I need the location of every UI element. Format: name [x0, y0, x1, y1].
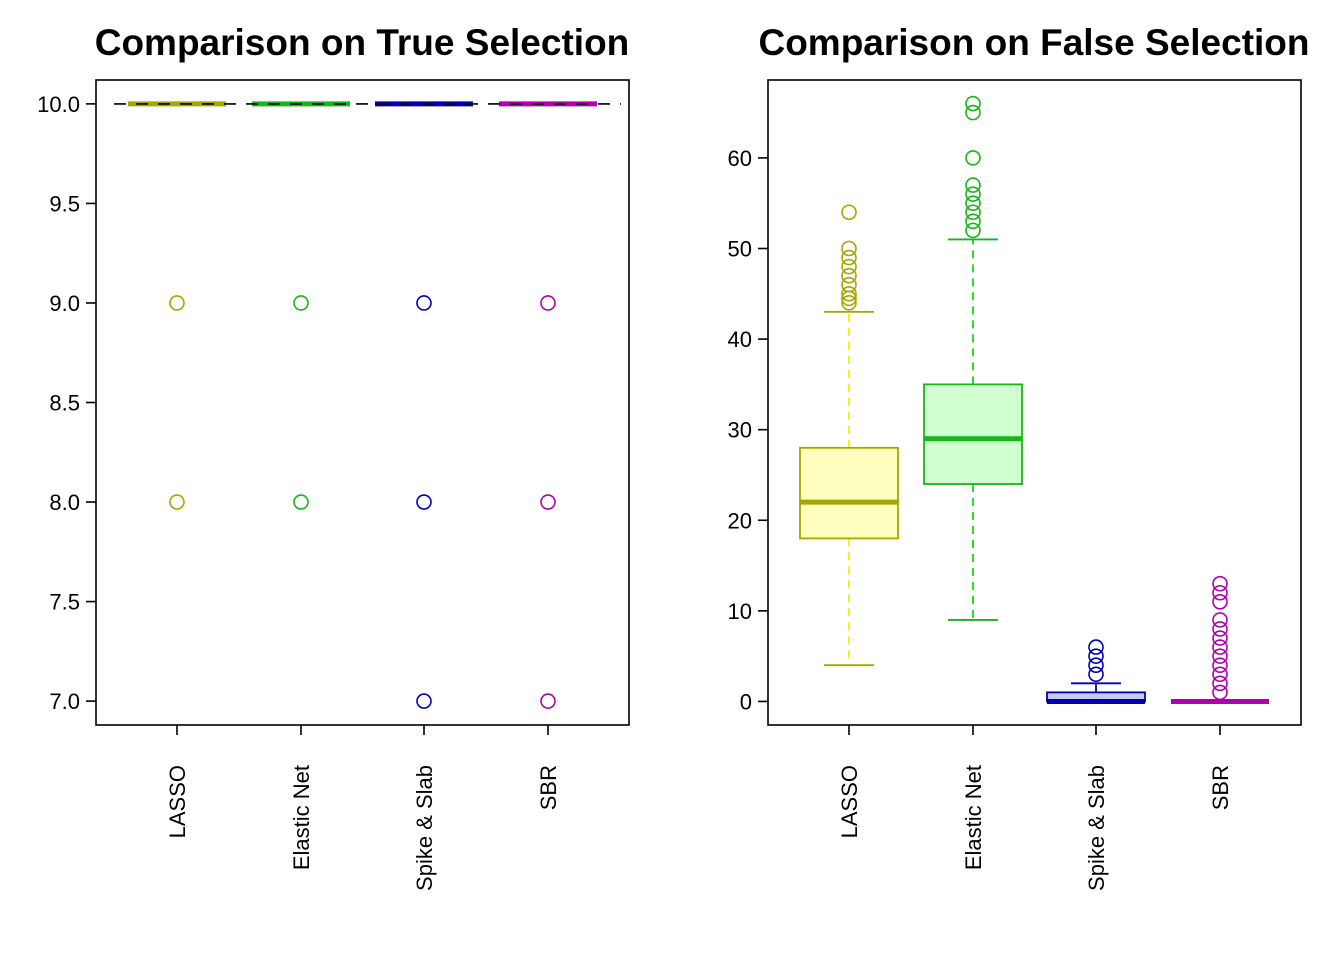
outlier-point [965, 186, 981, 202]
outlier-point [293, 494, 309, 510]
y-tick-label: 8.5 [49, 391, 80, 416]
outlier-point [169, 494, 185, 510]
y-tick-label: 10 [728, 599, 752, 624]
outlier-point [540, 494, 556, 510]
outlier-point [416, 295, 432, 311]
outlier-point [1212, 684, 1228, 701]
y-tick-label: 60 [728, 146, 752, 171]
box-lasso [799, 204, 899, 667]
y-tick-label: 40 [728, 327, 752, 352]
outlier-point [1088, 666, 1104, 683]
outlier-point [540, 295, 556, 311]
outlier-point [1212, 657, 1228, 674]
outlier-point [293, 295, 309, 311]
panel-false-selection: 0 10 20 30 40 50 60 LASSO Elastic Net Spike & Sla… [728, 79, 1302, 891]
outlier-point [169, 295, 185, 311]
y-tick-label: 7.0 [49, 689, 80, 714]
panel-true-selection: 7.0 7.5 8.0 8.5 9.0 9.5 10.0 LASSO Elastic Net Sp… [37, 79, 630, 891]
y-tick-label: 7.5 [49, 590, 80, 615]
outlier-point [1212, 639, 1228, 655]
box-sbr [1171, 575, 1269, 704]
outlier-point [1212, 630, 1228, 646]
outlier-point [540, 693, 556, 709]
outlier-point [841, 249, 857, 266]
x-tick-label-lasso: LASSO [165, 765, 190, 838]
outlier-point [841, 285, 857, 302]
y-tick-label: 30 [728, 418, 752, 443]
box-elastic-net [252, 101, 350, 510]
outlier-point [965, 177, 981, 193]
outlier-point [1212, 593, 1228, 610]
y-tick-label: 10.0 [37, 92, 80, 117]
box-spike-slab [375, 101, 473, 709]
box-spike-slab [1046, 639, 1146, 704]
x-tick-label-lasso: LASSO [837, 765, 862, 838]
outlier-point [1088, 639, 1104, 655]
outlier-point [1212, 575, 1228, 592]
x-tick-label-elastic-net: Elastic Net [961, 765, 986, 870]
x-tick-label-sbr: SBR [1208, 765, 1233, 810]
y-tick-label: 0 [740, 689, 752, 714]
outlier-point [965, 204, 981, 221]
x-tick-label-spike-slab: Spike & Slab [412, 765, 437, 891]
outlier-point [965, 195, 981, 212]
chart-title-true-selection: Comparison on True Selection [95, 22, 630, 63]
outlier-point [1088, 648, 1104, 664]
outlier-point [841, 258, 857, 275]
y-tick-label: 20 [728, 508, 752, 533]
outlier-point [841, 240, 857, 257]
outlier-point [841, 276, 857, 293]
outlier-point [965, 150, 981, 166]
outlier-point [1212, 621, 1228, 637]
outlier-point [841, 295, 857, 311]
outlier-point [965, 222, 981, 239]
outlier-point [965, 104, 981, 121]
x-tick-label-sbr: SBR [536, 765, 561, 810]
box-elastic-net [923, 95, 1023, 621]
outlier-point [841, 204, 857, 221]
outlier-point [1212, 675, 1228, 692]
box-sbr [499, 101, 597, 709]
y-tick-label: 50 [728, 236, 752, 261]
box-lasso [128, 101, 226, 510]
y-tick-label: 8.0 [49, 490, 80, 515]
plot-frame [95, 79, 630, 726]
x-tick-label-spike-slab: Spike & Slab [1084, 765, 1109, 891]
outlier-point [1212, 584, 1228, 601]
outlier-point [965, 95, 981, 112]
outlier-point [1088, 657, 1104, 674]
outlier-point [1212, 666, 1228, 683]
iqr-box [923, 383, 1023, 485]
outlier-point [416, 693, 432, 709]
outlier-point [1212, 648, 1228, 664]
outlier-point [1212, 612, 1228, 628]
outlier-point [416, 494, 432, 510]
x-tick-label-elastic-net: Elastic Net [289, 765, 314, 870]
outlier-point [841, 267, 857, 284]
outlier-point [965, 213, 981, 230]
y-tick-label: 9.5 [49, 191, 80, 216]
y-tick-label: 9.0 [49, 291, 80, 316]
iqr-box [799, 446, 899, 540]
chart-title-false-selection: Comparison on False Selection [758, 22, 1309, 63]
plot-frame [767, 79, 1302, 726]
